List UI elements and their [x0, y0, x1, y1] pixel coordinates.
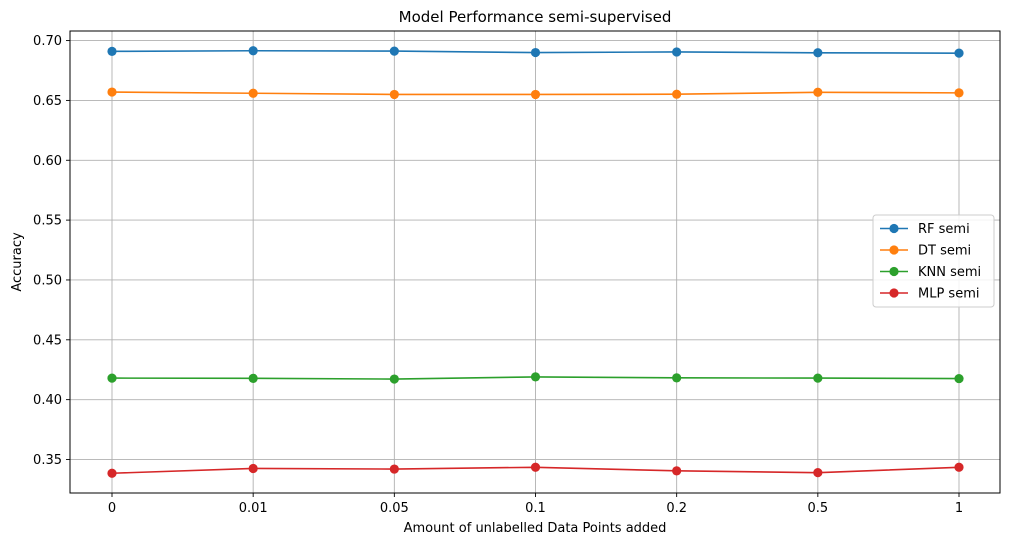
data-point [672, 89, 682, 99]
data-point [248, 463, 258, 474]
y-tick-label: 0.35 [33, 453, 62, 468]
y-tick-label: 0.50 [33, 273, 62, 288]
legend-label: DT semi [918, 244, 971, 259]
data-point [248, 373, 258, 383]
axes: 0 0.01 0.05 0.1 0.2 0.5 1 0.35 0.40 0.45 0.50 0.55 0… [33, 34, 963, 516]
data-point [954, 373, 964, 384]
legend-marker [889, 288, 899, 298]
data-point [954, 88, 964, 98]
legend-item: RF semi [880, 222, 970, 237]
data-point [813, 48, 823, 58]
data-point [389, 464, 399, 474]
x-tick-label: 0.1 [525, 501, 546, 516]
data-point [107, 373, 117, 383]
data-point [813, 373, 823, 383]
series-dt-semi [107, 87, 964, 100]
y-tick-label: 0.60 [33, 154, 62, 169]
series-knn-semi [107, 372, 964, 384]
legend-label: KNN semi [918, 265, 981, 280]
x-tick-label: 0 [108, 501, 116, 516]
data-point [954, 462, 964, 472]
y-tick-label: 0.45 [33, 333, 62, 348]
x-tick-label: 0.05 [380, 501, 409, 516]
data-point [672, 47, 682, 57]
x-axis-label: Amount of unlabelled Data Points added [404, 521, 667, 536]
legend-item: KNN semi [880, 265, 981, 280]
data-point [530, 89, 541, 100]
data-point [530, 372, 541, 382]
y-tick-label: 0.55 [33, 214, 62, 229]
legend-marker [889, 223, 899, 234]
data-point [813, 87, 823, 97]
x-tick-label: 0.2 [666, 501, 687, 516]
data-point [107, 46, 117, 56]
legend-marker [889, 245, 899, 255]
x-tick-label: 1 [955, 501, 963, 516]
data-point [107, 87, 117, 97]
data-point [248, 88, 258, 98]
series-mlp-semi [107, 462, 964, 478]
data-point [389, 46, 399, 56]
legend-item: DT semi [880, 244, 971, 259]
data-point [389, 89, 399, 100]
legend-label: MLP semi [918, 287, 979, 302]
data-point [954, 48, 964, 58]
legend-item: MLP semi [880, 287, 979, 302]
data-point [107, 468, 117, 478]
data-point [530, 462, 541, 472]
data-point [672, 466, 682, 476]
y-tick-label: 0.40 [33, 393, 62, 408]
legend-marker [889, 266, 899, 277]
legend-frame [872, 214, 995, 308]
series-rf-semi [107, 46, 964, 58]
series-layer [107, 46, 964, 478]
y-tick-label: 0.70 [33, 34, 62, 49]
y-tick-label: 0.65 [33, 94, 62, 109]
grid [70, 31, 1000, 493]
chart-title: Model Performance semi-supervised [399, 8, 672, 26]
plot-frame [69, 30, 1001, 494]
x-tick-label: 0.5 [807, 501, 828, 516]
x-tick-label: 0.01 [239, 501, 268, 516]
y-axis-label: Accuracy [10, 232, 25, 292]
data-point [389, 374, 399, 384]
data-point [530, 47, 541, 58]
data-point [813, 468, 823, 478]
data-point [248, 46, 258, 56]
legend: RF semi DT semi KNN semi MLP semi [872, 214, 995, 308]
data-point [672, 373, 682, 383]
legend-label: RF semi [918, 222, 970, 237]
